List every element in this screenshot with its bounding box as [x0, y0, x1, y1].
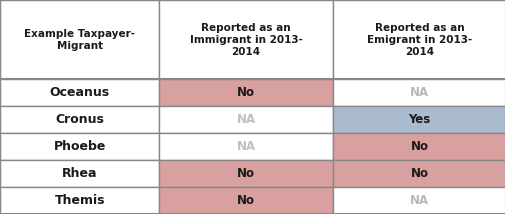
Bar	[0, 79, 159, 106]
Bar	[159, 133, 332, 160]
Bar	[159, 79, 332, 106]
Text: Themis: Themis	[55, 194, 105, 207]
Bar	[0, 106, 159, 133]
Bar	[159, 160, 332, 187]
Text: NA: NA	[409, 194, 428, 207]
Bar	[332, 79, 505, 106]
Text: No: No	[237, 167, 255, 180]
Text: Phoebe: Phoebe	[54, 140, 106, 153]
Text: Reported as an
Emigrant in 2013-
2014: Reported as an Emigrant in 2013- 2014	[366, 23, 471, 56]
Text: NA: NA	[236, 113, 255, 126]
Bar	[0, 187, 159, 214]
Bar	[0, 133, 159, 160]
Text: Yes: Yes	[408, 113, 430, 126]
Bar	[159, 0, 332, 79]
Bar	[332, 106, 505, 133]
Text: Reported as an
Immigrant in 2013-
2014: Reported as an Immigrant in 2013- 2014	[189, 23, 302, 56]
Text: Rhea: Rhea	[62, 167, 97, 180]
Text: No: No	[410, 167, 428, 180]
Text: No: No	[410, 140, 428, 153]
Text: Oceanus: Oceanus	[49, 86, 110, 99]
Bar	[332, 0, 505, 79]
Text: Cronus: Cronus	[55, 113, 104, 126]
Text: No: No	[237, 86, 255, 99]
Bar	[159, 106, 332, 133]
Text: Example Taxpayer-
Migrant: Example Taxpayer- Migrant	[24, 29, 135, 51]
Bar	[332, 160, 505, 187]
Bar	[332, 133, 505, 160]
Bar	[159, 187, 332, 214]
Text: NA: NA	[409, 86, 428, 99]
Text: NA: NA	[236, 140, 255, 153]
Text: No: No	[237, 194, 255, 207]
Bar	[332, 187, 505, 214]
Bar	[0, 160, 159, 187]
Bar	[0, 0, 159, 79]
